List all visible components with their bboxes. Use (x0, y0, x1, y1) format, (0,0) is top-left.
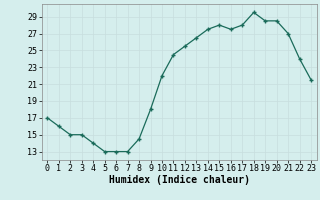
X-axis label: Humidex (Indice chaleur): Humidex (Indice chaleur) (109, 175, 250, 185)
